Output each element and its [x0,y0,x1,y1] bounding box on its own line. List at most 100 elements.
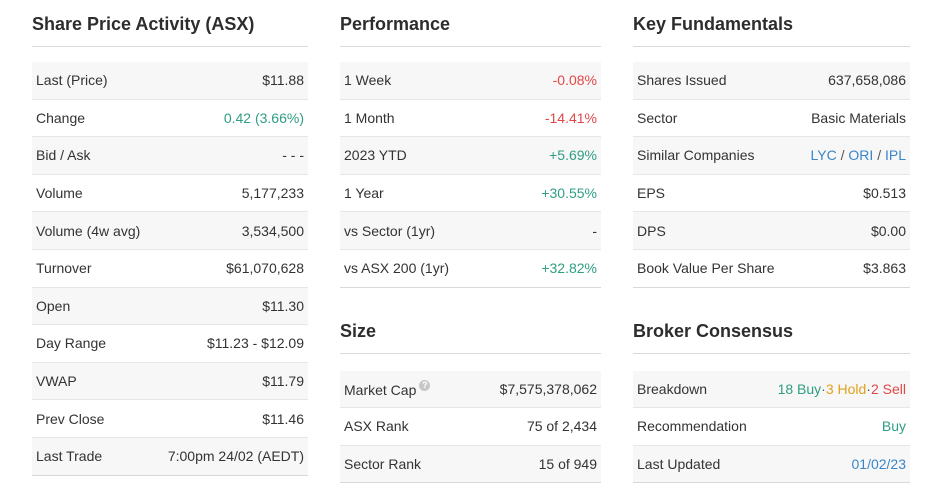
table-row: 1 Week -0.08% [340,62,601,100]
table-row: Breakdown 18 Buy·3 Hold·2 Sell [633,370,910,409]
book-value-value: $3.863 [863,260,906,277]
table-row: Sector Rank 15 of 949 [340,445,601,484]
asx-rank-value: 75 of 2,434 [526,418,597,435]
row-label: 1 Month [344,109,395,126]
table-row: Open $11.30 [32,287,308,326]
last-trade-value: 7:00pm 24/02 (AEDT) [167,448,304,465]
row-label: Book Value Per Share [637,260,775,277]
row-label: 1 Year [344,185,384,202]
broker-heading: Broker Consensus [633,307,910,354]
bid-ask-value: - - - [282,147,304,164]
row-label: VWAP [36,373,77,390]
breakdown-value: 18 Buy·3 Hold·2 Sell [778,381,906,397]
table-row: 2023 YTD +5.69% [340,137,601,175]
similar-companies-links: LYC / ORI / IPL [811,147,906,163]
table-row: Day Range $11.23 - $12.09 [32,325,308,363]
size-panel: Size Market Cap? $7,575,378,062 ASX Rank… [340,307,601,484]
table-row: Turnover $61,070,628 [32,250,308,288]
row-label: Bid / Ask [36,147,91,164]
row-label: EPS [637,185,666,202]
volume-value: 5,177,233 [241,185,304,202]
last-price-value: $11.88 [262,72,304,89]
prev-close-value: $11.46 [262,410,304,427]
size-table: Market Cap? $7,575,378,062 ASX Rank 75 of… [340,370,601,484]
table-row: vs Sector (1yr) - [340,212,601,250]
perf-1-year-value: +30.55% [541,185,597,202]
share-price-heading: Share Price Activity (ASX) [32,0,308,47]
table-row: Prev Close $11.46 [32,400,308,438]
row-label: Shares Issued [637,72,727,89]
sector-value: Basic Materials [811,109,906,126]
row-label: Sector [637,109,678,126]
performance-heading: Performance [340,0,601,47]
table-row: Last Updated 01/02/23 [633,445,910,484]
sector-rank-value: 15 of 949 [538,456,597,473]
perf-1-week-value: -0.08% [552,72,597,89]
company-link-ori[interactable]: ORI [848,147,874,164]
table-row: Recommendation Buy [633,408,910,446]
perf-1-month-value: -14.41% [544,109,597,126]
fundamentals-table: Shares Issued 637,658,086 Sector Basic Mat… [633,62,910,288]
table-row: EPS $0.513 [633,175,910,213]
row-label: Change [36,109,86,126]
perf-vs-sector-value: - [592,222,597,239]
row-label: Open [36,297,71,314]
market-cap-label-wrap: Market Cap? [344,379,431,398]
row-label: Day Range [36,335,107,352]
market-cap-value: $7,575,378,062 [499,380,597,397]
separator: · [866,380,871,397]
size-heading: Size [340,307,601,354]
row-label: Volume (4w avg) [36,222,141,239]
row-label: Recommendation [637,418,747,435]
table-row: 1 Year +30.55% [340,175,601,213]
separator: / [877,147,882,164]
last-updated-link[interactable]: 01/02/23 [851,456,907,473]
table-row: Shares Issued 637,658,086 [633,62,910,100]
eps-value: $0.513 [863,185,906,202]
row-label: Sector Rank [344,456,422,473]
company-link-lyc[interactable]: LYC [810,147,837,164]
shares-issued-value: 637,658,086 [828,72,906,89]
table-row: ASX Rank 75 of 2,434 [340,408,601,446]
table-row: VWAP $11.79 [32,362,308,401]
open-value: $11.30 [262,297,304,314]
share-price-panel: Share Price Activity (ASX) Last (Price) $… [32,0,308,476]
sell-count: 2 Sell [870,380,906,397]
table-row: DPS $0.00 [633,212,910,250]
broker-table: Breakdown 18 Buy·3 Hold·2 Sell Recommend… [633,370,910,484]
info-icon[interactable]: ? [419,379,431,391]
row-label: Turnover [36,260,92,277]
change-value: 0.42 (3.66%) [223,109,304,126]
fundamentals-heading: Key Fundamentals [633,0,910,47]
table-row: Change 0.42 (3.66%) [32,100,308,138]
company-link-ipl[interactable]: IPL [884,147,906,164]
perf-vs-asx200-value: +32.82% [541,260,597,277]
table-row: Market Cap? $7,575,378,062 [340,370,601,409]
row-label: vs Sector (1yr) [344,222,436,239]
share-price-table: Last (Price) $11.88 Change 0.42 (3.66%) Bi… [32,62,308,476]
volume-avg-value: 3,534,500 [241,222,304,239]
vwap-value: $11.79 [262,373,304,390]
broker-panel: Broker Consensus Breakdown 18 Buy·3 Hold… [633,307,910,484]
table-row: Volume (4w avg) 3,534,500 [32,212,308,250]
separator: · [821,380,826,397]
dps-value: $0.00 [870,222,906,239]
row-label: Volume [36,185,83,202]
row-label: Last (Price) [36,72,108,89]
table-row: Bid / Ask - - - [32,137,308,175]
perf-ytd-value: +5.69% [549,147,597,164]
performance-panel: Performance 1 Week -0.08% 1 Month -14.41% … [340,0,601,484]
row-label: vs ASX 200 (1yr) [344,260,450,277]
day-range-value: $11.23 - $12.09 [206,335,304,352]
row-label: ASX Rank [344,418,409,435]
row-label: Breakdown [637,380,708,397]
table-row: Sector Basic Materials [633,100,910,138]
table-row: Book Value Per Share $3.863 [633,250,910,288]
table-row: vs ASX 200 (1yr) +32.82% [340,250,601,288]
row-label: 1 Week [344,72,392,89]
table-row: Similar Companies LYC / ORI / IPL [633,137,910,175]
row-label: Similar Companies [637,147,755,164]
row-label: Last Updated [637,456,721,473]
performance-table: 1 Week -0.08% 1 Month -14.41% 2023 YTD +5.6… [340,62,601,288]
hold-count: 3 Hold [825,380,867,397]
